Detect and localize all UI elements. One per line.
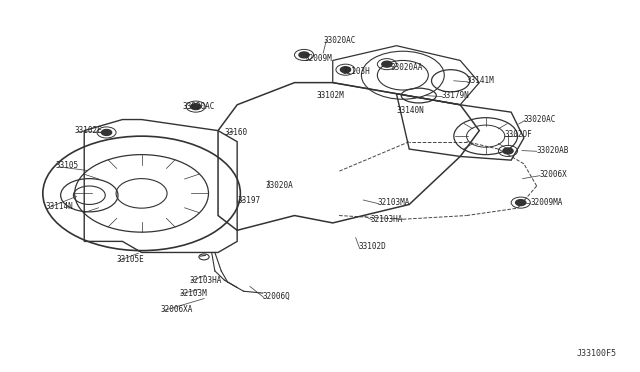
Text: 32103M: 32103M (180, 289, 207, 298)
Text: 33105E: 33105E (116, 255, 144, 264)
Circle shape (382, 61, 392, 67)
Text: 33020AC: 33020AC (183, 102, 216, 111)
Circle shape (503, 148, 513, 154)
Text: 32103H: 32103H (342, 67, 370, 76)
Circle shape (340, 67, 351, 73)
Text: 33102M: 33102M (317, 91, 344, 100)
Text: 33102E: 33102E (75, 126, 102, 135)
Text: 33197: 33197 (237, 196, 260, 205)
Circle shape (191, 104, 201, 110)
Text: 33105: 33105 (56, 161, 79, 170)
Text: 32103HA: 32103HA (371, 215, 403, 224)
Text: 32006X: 32006X (540, 170, 568, 179)
Text: 33020AA: 33020AA (390, 63, 422, 72)
Text: 32006Q: 32006Q (262, 292, 291, 301)
Circle shape (516, 200, 526, 206)
Text: 33141M: 33141M (467, 76, 494, 85)
Text: 33160: 33160 (225, 128, 248, 137)
Text: 32009MA: 32009MA (531, 198, 563, 207)
Text: 33020A: 33020A (266, 182, 294, 190)
Text: J33100F5: J33100F5 (576, 349, 616, 358)
Text: 33114N: 33114N (46, 202, 74, 211)
Text: 33102D: 33102D (358, 243, 386, 251)
Text: 33020AC: 33020AC (323, 36, 356, 45)
Text: 33020AC: 33020AC (524, 115, 556, 124)
Text: 32006XA: 32006XA (161, 305, 193, 314)
Circle shape (299, 52, 309, 58)
Text: 3302OF: 3302OF (505, 130, 532, 139)
Text: 33020AB: 33020AB (537, 147, 569, 155)
Text: 32009M: 32009M (304, 54, 332, 63)
Text: 32103HA: 32103HA (189, 276, 221, 285)
Text: 32103MA: 32103MA (378, 198, 410, 207)
Circle shape (101, 129, 111, 135)
Text: 33140N: 33140N (396, 106, 424, 115)
Text: 33179N: 33179N (441, 91, 469, 100)
